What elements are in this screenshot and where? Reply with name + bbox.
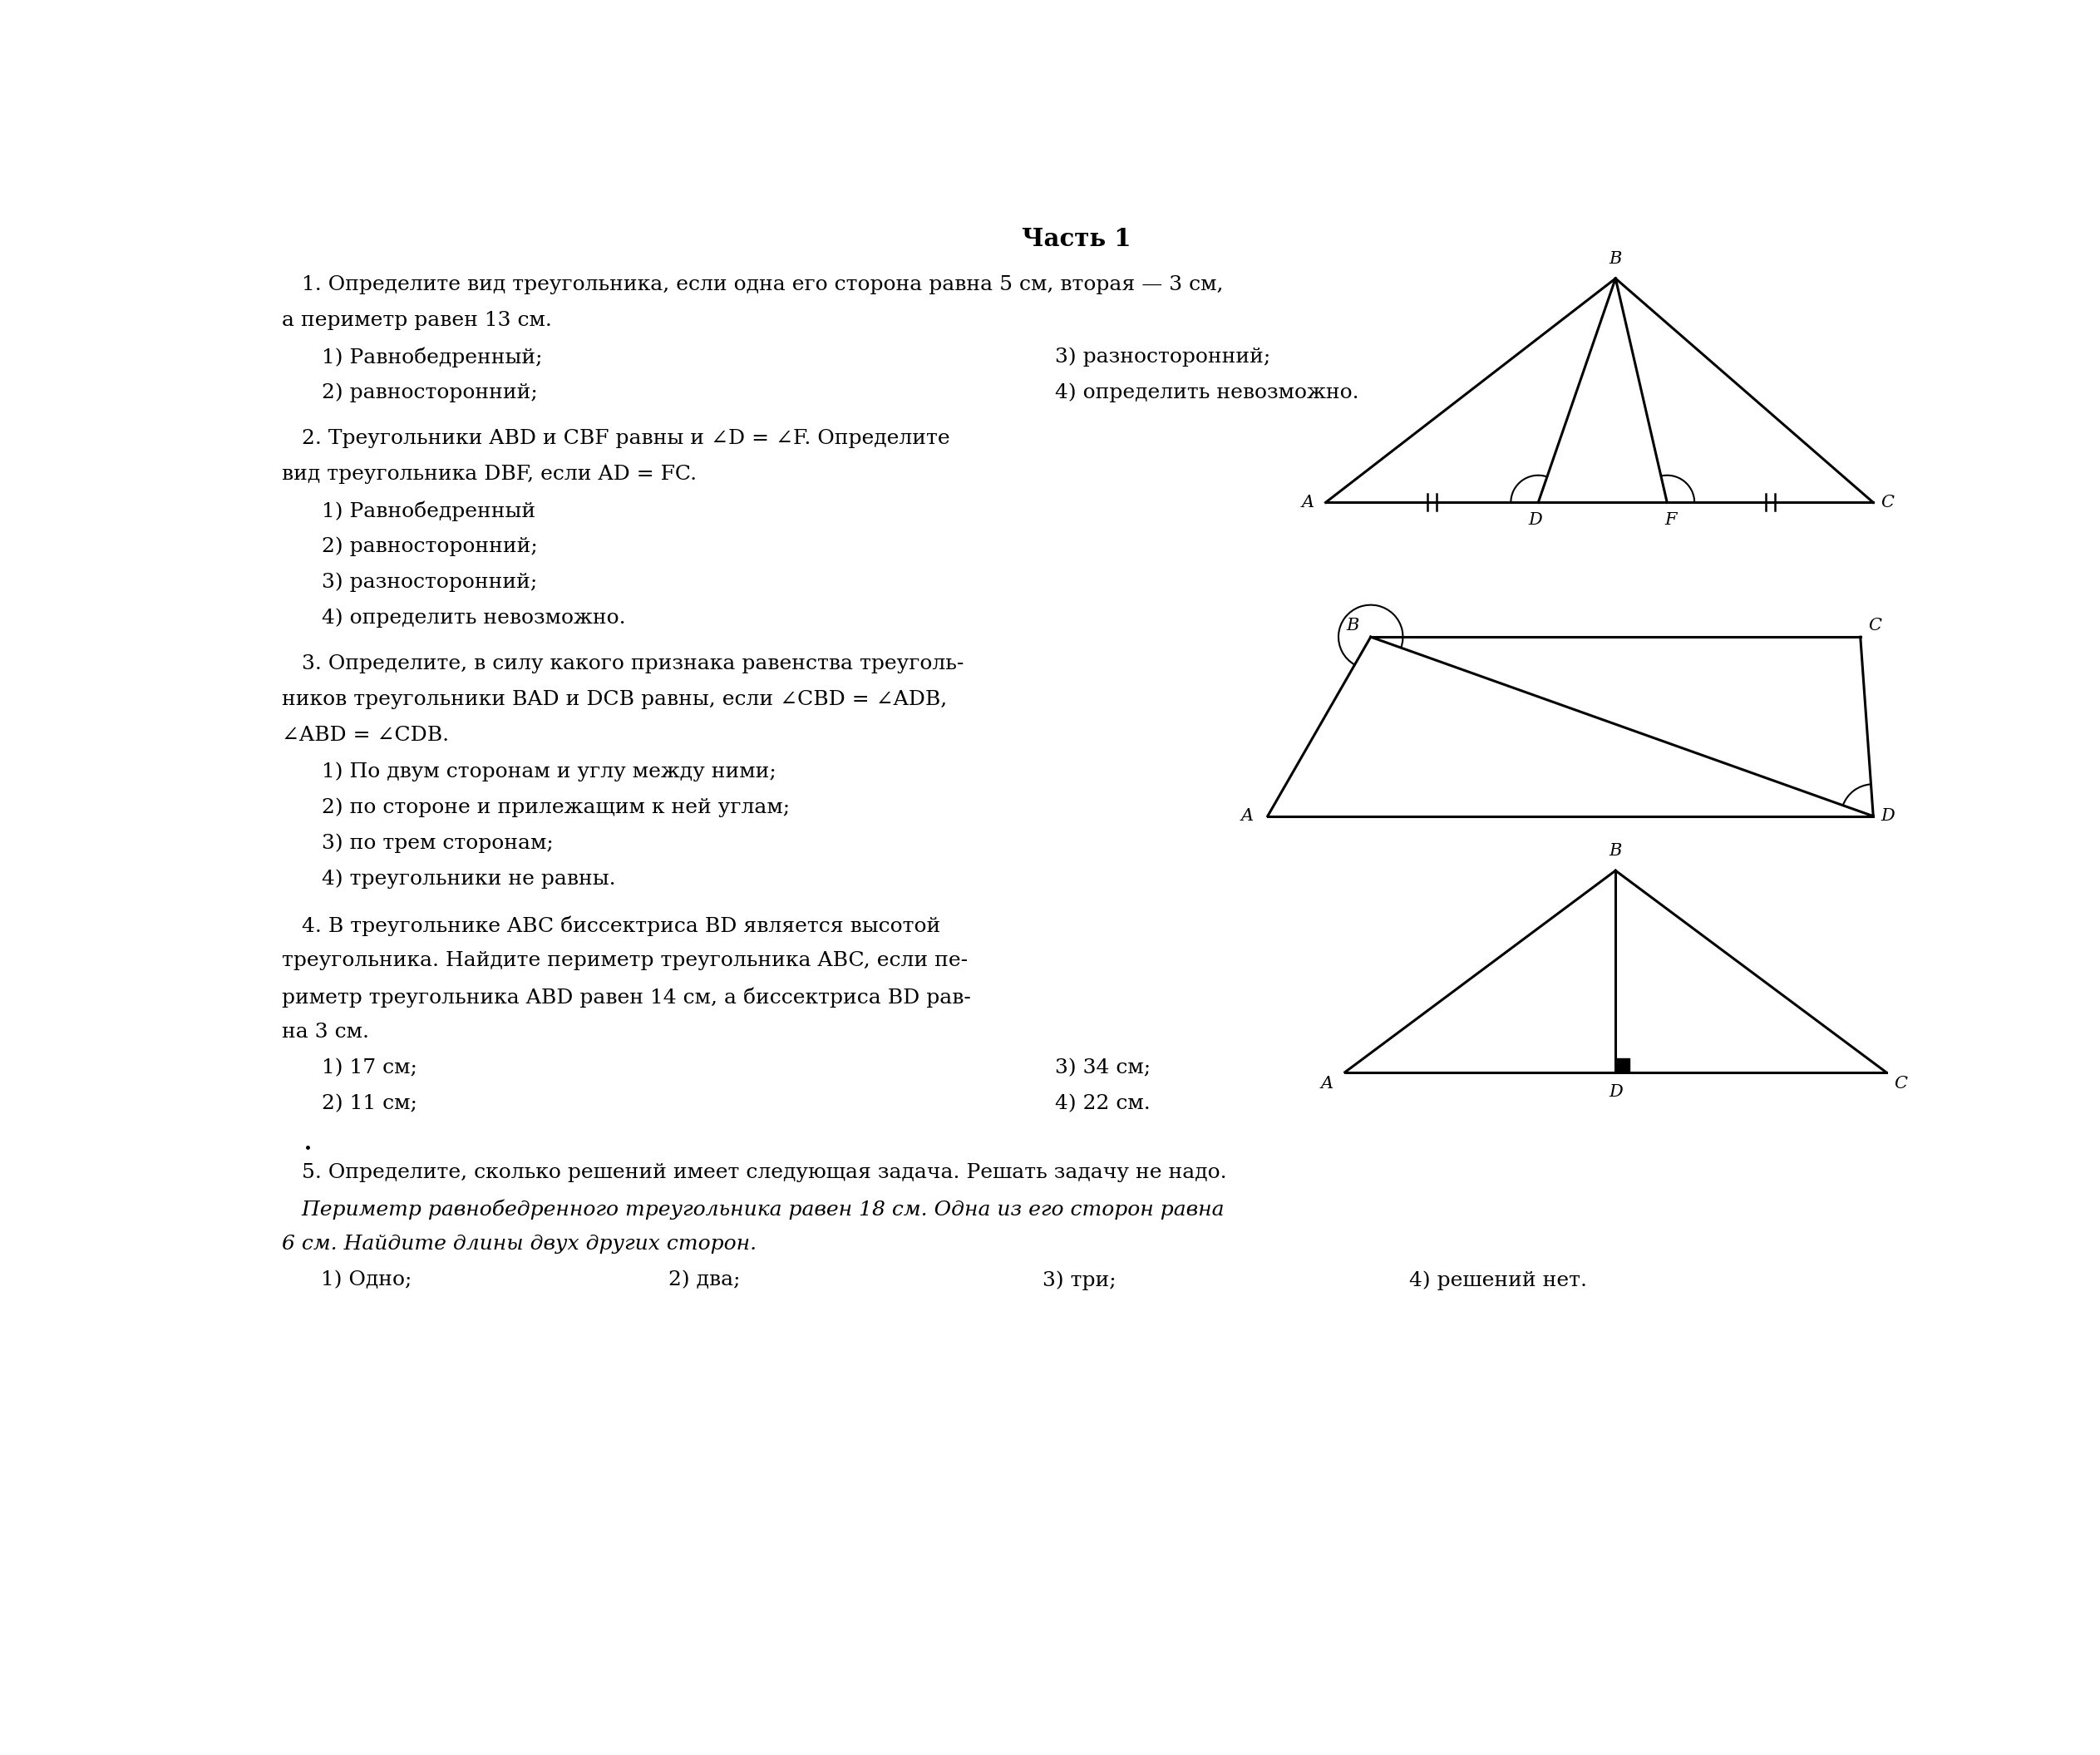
Text: ников треугольники BAD и DCB равны, если ∠CBD = ∠ADB,: ников треугольники BAD и DCB равны, если… (281, 690, 947, 709)
Text: а периметр равен 13 см.: а периметр равен 13 см. (281, 311, 552, 330)
Text: D: D (1882, 809, 1894, 825)
Text: 4) треугольники не равны.: 4) треугольники не равны. (281, 869, 615, 888)
Text: Часть 1: Часть 1 (1021, 226, 1132, 251)
Text: 4) определить невозможно.: 4) определить невозможно. (1054, 383, 1359, 402)
Text: 1. Определите вид треугольника, если одна его сторона равна 5 см, вторая — 3 см,: 1. Определите вид треугольника, если одн… (281, 276, 1224, 295)
Text: 3) три;: 3) три; (1042, 1271, 1115, 1290)
Text: C: C (1869, 618, 1882, 634)
Text: A: A (1321, 1076, 1334, 1092)
Polygon shape (1615, 1058, 1630, 1072)
Text: 4) определить невозможно.: 4) определить невозможно. (281, 609, 626, 628)
Text: 4) решений нет.: 4) решений нет. (1409, 1271, 1588, 1290)
Text: Периметр равнобедренного треугольника равен 18 см. Одна из его сторон равна: Периметр равнобедренного треугольника ра… (281, 1199, 1224, 1220)
Text: вид треугольника DBF, если AD = FC.: вид треугольника DBF, если AD = FC. (281, 465, 697, 484)
Text: 3) 34 см;: 3) 34 см; (1054, 1058, 1151, 1078)
Text: 6 см. Найдите длины двух других сторон.: 6 см. Найдите длины двух других сторон. (281, 1236, 756, 1255)
Text: 2) по стороне и прилежащим к ней углам;: 2) по стороне и прилежащим к ней углам; (281, 797, 790, 818)
Text: 3. Определите, в силу какого признака равенства треуголь-: 3. Определите, в силу какого признака ра… (281, 655, 964, 674)
Text: 1) Равнобедренный;: 1) Равнобедренный; (281, 347, 542, 367)
Text: на 3 см.: на 3 см. (281, 1023, 370, 1042)
Text: B: B (1609, 842, 1621, 858)
Text: 3) разносторонний;: 3) разносторонний; (281, 572, 538, 591)
Text: ∠ABD = ∠CDB.: ∠ABD = ∠CDB. (281, 727, 449, 746)
Text: 2) равносторонний;: 2) равносторонний; (281, 383, 538, 402)
Text: F: F (1665, 512, 1676, 528)
Text: B: B (1609, 251, 1621, 267)
Text: 1) 17 см;: 1) 17 см; (281, 1058, 418, 1078)
Text: риметр треугольника ABD равен 14 см, а биссектриса BD рав-: риметр треугольника ABD равен 14 см, а б… (281, 986, 970, 1007)
Text: 2) 11 см;: 2) 11 см; (281, 1095, 418, 1114)
Text: A: A (1302, 495, 1315, 511)
Text: 2) равносторонний;: 2) равносторонний; (281, 537, 538, 556)
Text: 1) По двум сторонам и углу между ними;: 1) По двум сторонам и углу между ними; (281, 762, 777, 781)
Text: 1) Равнобедренный: 1) Равнобедренный (281, 500, 536, 521)
Text: 1) Одно;: 1) Одно; (300, 1271, 412, 1290)
Text: D: D (1529, 512, 1541, 528)
Text: 3) разносторонний;: 3) разносторонний; (1054, 347, 1270, 367)
Text: 3) по трем сторонам;: 3) по трем сторонам; (281, 834, 554, 853)
Text: 2. Треугольники ABD и CBF равны и ∠D = ∠F. Определите: 2. Треугольники ABD и CBF равны и ∠D = ∠… (281, 428, 949, 448)
Text: 2) два;: 2) два; (668, 1271, 741, 1290)
Text: B: B (1346, 618, 1359, 634)
Text: 4) 22 см.: 4) 22 см. (1054, 1095, 1151, 1114)
Text: 5. Определите, сколько решений имеет следующая задача. Решать задачу не надо.: 5. Определите, сколько решений имеет сле… (281, 1164, 1226, 1183)
Text: треугольника. Найдите периметр треугольника ABC, если пе-: треугольника. Найдите периметр треугольн… (281, 951, 968, 971)
Text: A: A (1241, 809, 1254, 825)
Text: D: D (1609, 1085, 1623, 1100)
Text: 4. В треугольнике ABC биссектриса BD является высотой: 4. В треугольнике ABC биссектриса BD явл… (281, 916, 941, 935)
Text: C: C (1894, 1076, 1907, 1092)
Text: C: C (1882, 495, 1894, 511)
